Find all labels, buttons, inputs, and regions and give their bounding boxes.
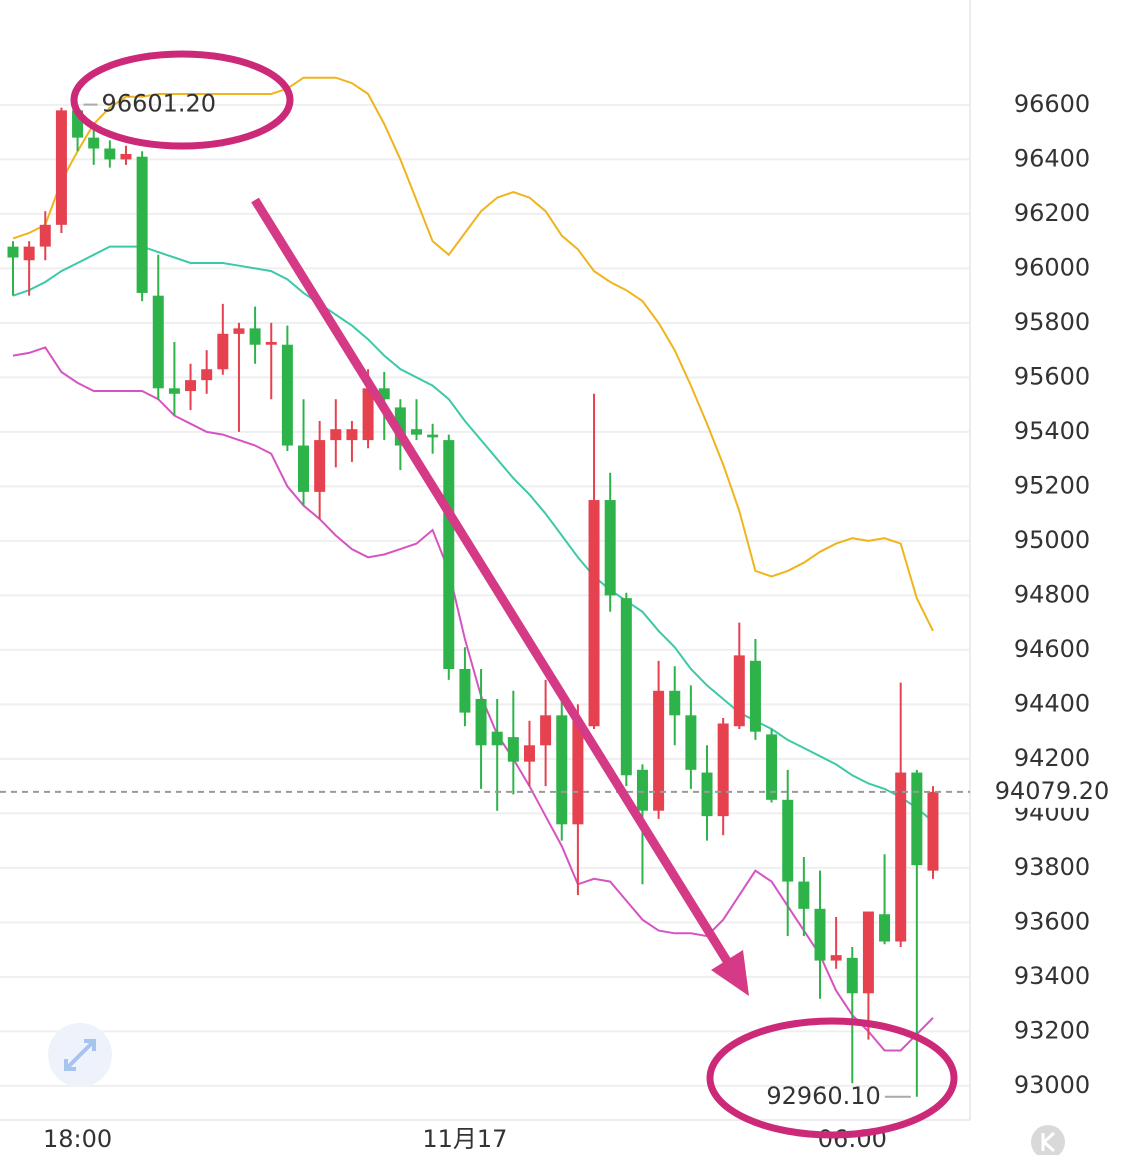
candle-body <box>798 881 810 909</box>
candle-body <box>556 715 568 825</box>
high-label: 96601.20 <box>102 90 217 118</box>
candle-body <box>23 246 35 261</box>
y-tick-label: 93600 <box>1014 907 1090 935</box>
plot <box>0 76 970 1098</box>
candle-body <box>540 715 552 746</box>
candle-body <box>233 328 245 334</box>
candle-body <box>7 246 19 258</box>
candle-body <box>636 769 648 811</box>
y-tick-label: 94800 <box>1014 580 1090 608</box>
candle-body <box>733 655 745 727</box>
last-price-bg <box>985 775 1123 808</box>
highlight-ellipse <box>70 50 294 150</box>
candle-body <box>185 380 197 392</box>
y-tick-label: 95600 <box>1014 362 1090 390</box>
candle-body <box>653 690 665 811</box>
expand-button[interactable] <box>48 1023 112 1087</box>
x-tick-label: 11月17 <box>422 1125 507 1153</box>
candle-body <box>136 156 148 293</box>
candle-body <box>330 429 342 441</box>
y-tick-label: 96000 <box>1014 253 1090 281</box>
candle-body <box>346 429 358 441</box>
candle-body <box>814 908 826 961</box>
band-line <box>12 76 934 632</box>
candle-body <box>766 734 778 800</box>
candle-body <box>701 772 713 817</box>
highlight-ellipse <box>706 1017 958 1139</box>
expand-icon[interactable] <box>64 1039 96 1071</box>
candle-body <box>265 341 277 345</box>
candle-body <box>862 911 874 994</box>
candle-body <box>507 737 519 762</box>
candle-body <box>523 745 535 762</box>
candle-body <box>152 295 164 389</box>
y-tick-label: 96600 <box>1014 90 1090 118</box>
candle-body <box>588 500 600 727</box>
y-tick-label: 95400 <box>1014 417 1090 445</box>
candle-body <box>217 333 229 370</box>
y-tick-label: 93400 <box>1014 962 1090 990</box>
candle-body <box>201 369 213 381</box>
candle-body <box>782 799 794 882</box>
candle-body <box>927 791 939 871</box>
arrow-head <box>711 950 749 996</box>
candle-body <box>281 344 293 446</box>
candle-body <box>879 914 891 942</box>
candle-body <box>249 328 261 345</box>
y-tick-label: 93000 <box>1014 1071 1090 1099</box>
candle-body <box>459 669 471 713</box>
y-tick-label: 96400 <box>1014 144 1090 172</box>
y-tick-label: 93800 <box>1014 853 1090 881</box>
annotation-overlay <box>70 50 958 1139</box>
candle-body <box>104 148 116 160</box>
x-tick-label: 18:00 <box>43 1125 112 1153</box>
candle-body <box>895 772 907 942</box>
candle-body <box>55 110 67 225</box>
candle-body <box>88 137 100 149</box>
candle-body <box>443 440 455 670</box>
candle-body <box>830 955 842 961</box>
last-price-label: 94079.20 <box>995 777 1110 805</box>
candle-body <box>620 598 632 776</box>
candle-body <box>168 388 180 394</box>
candle-body <box>669 690 681 716</box>
candle-body <box>411 429 422 435</box>
candle-body <box>717 723 729 817</box>
y-tick-label: 95000 <box>1014 526 1090 554</box>
y-tick-label: 94200 <box>1014 744 1090 772</box>
band-line <box>12 245 934 823</box>
candle-body <box>72 110 84 138</box>
candle-body <box>475 698 487 746</box>
candle-body <box>749 660 761 732</box>
candle-body <box>314 440 326 492</box>
y-tick-label: 93200 <box>1014 1016 1090 1044</box>
y-tick-label: 94400 <box>1014 689 1090 717</box>
candle-body <box>362 388 374 441</box>
candle-body <box>427 434 439 438</box>
grid <box>0 103 970 1087</box>
y-tick-label: 94600 <box>1014 635 1090 663</box>
candle-body <box>120 153 132 160</box>
labels: 9300093200934009360093800940009420094400… <box>43 90 1123 1153</box>
k-icon[interactable] <box>1041 1131 1056 1153</box>
y-tick-label: 95200 <box>1014 471 1090 499</box>
candle-body <box>378 388 390 400</box>
candle-body <box>491 731 503 746</box>
y-tick-label: 96200 <box>1014 199 1090 227</box>
candle-body <box>685 715 697 770</box>
low-label: 92960.10 <box>766 1082 881 1110</box>
k-button[interactable] <box>1031 1125 1065 1155</box>
candle-body <box>39 224 51 247</box>
band-line <box>12 346 934 1052</box>
candle-body <box>572 720 584 825</box>
candle-body <box>298 445 310 492</box>
y-tick-label: 95800 <box>1014 308 1090 336</box>
candle-body <box>911 772 923 866</box>
candle-body <box>604 500 616 596</box>
trend-arrow <box>251 197 731 964</box>
candle-body <box>846 957 858 994</box>
